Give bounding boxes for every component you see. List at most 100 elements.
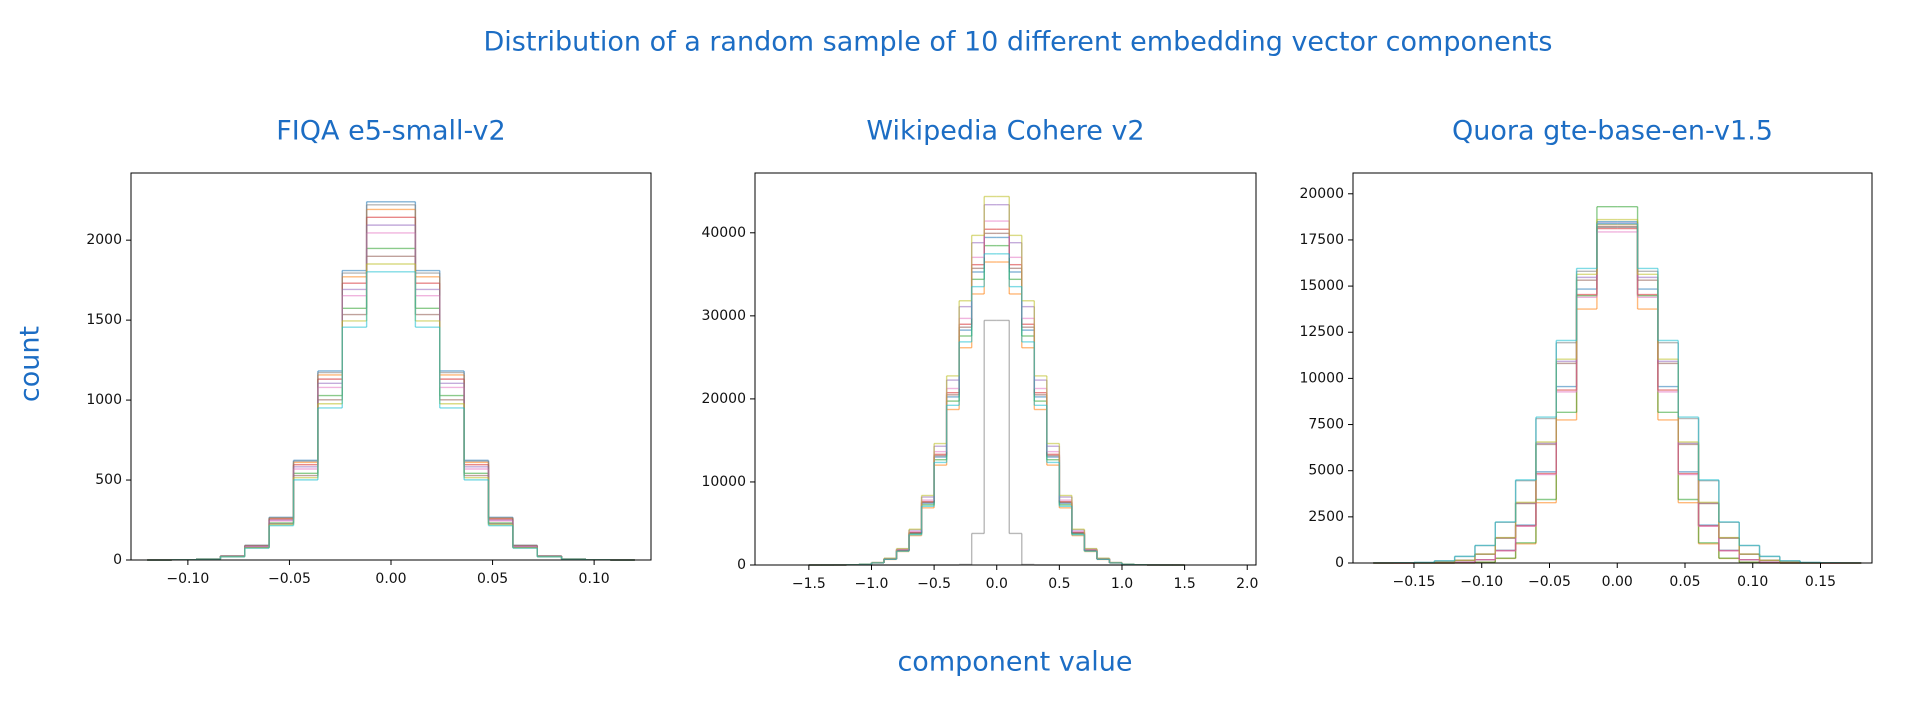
step-connector (170, 204, 612, 560)
x-tick-label: 1.0 (1111, 576, 1133, 592)
panel-title: FIQA e5-small-v2 (276, 116, 505, 147)
x-tick-label: 0.10 (1737, 574, 1768, 590)
step-connector (1372, 223, 1862, 563)
y-tick-label: 0 (1335, 555, 1344, 571)
step-connector (1413, 228, 1822, 563)
y-tick-label: 5000 (1308, 463, 1344, 479)
step-connector (820, 245, 1173, 565)
y-axis-label: count (15, 326, 46, 402)
y-tick-label: 0 (113, 552, 122, 568)
axes-frame (754, 172, 1257, 566)
step-connector (1453, 206, 1781, 563)
x-tick-label: 0.00 (375, 571, 406, 587)
step-connector (170, 201, 612, 560)
histogram-series (147, 201, 635, 561)
step-connector (1413, 231, 1822, 563)
step-connector (820, 221, 1173, 565)
histogram-series (147, 216, 635, 561)
y-tick-label: 10000 (1299, 370, 1344, 386)
y-tick-label: 0 (737, 557, 746, 573)
step-connector (170, 263, 612, 560)
step-connector (1453, 224, 1781, 563)
x-tick-label: −0.10 (1460, 574, 1503, 590)
step-connector (820, 196, 1173, 565)
histogram-series (808, 253, 1185, 566)
histogram-series (1373, 225, 1862, 564)
x-tick-label: 0.10 (579, 571, 610, 587)
histogram-series (147, 255, 635, 561)
histogram-series (808, 244, 1185, 566)
histogram-series (808, 319, 1185, 566)
y-tick-label: 2000 (86, 232, 122, 248)
histogram-series (1373, 218, 1862, 564)
histogram-series (808, 195, 1185, 566)
step-connector (170, 217, 612, 560)
x-tick-label: 2.0 (1236, 576, 1258, 592)
histogram-series-group (808, 195, 1185, 566)
histogram-series (1372, 226, 1862, 564)
x-tick-label: 0.15 (1805, 574, 1836, 590)
y-tick-label: 1500 (86, 312, 122, 328)
y-tick-label: 10000 (701, 474, 746, 490)
step-connector (170, 248, 612, 560)
y-tick-label: 17500 (1299, 232, 1344, 248)
histogram-series (147, 204, 635, 561)
step-connector (1413, 221, 1822, 563)
histogram-series (1373, 231, 1862, 564)
step-connector (820, 204, 1173, 565)
x-tick-label: −1.5 (792, 576, 826, 592)
step-connector (820, 262, 1173, 565)
panel-title: Quora gte-base-en-v1.5 (1452, 116, 1773, 147)
step-connector (170, 256, 612, 560)
panel-title: Wikipedia Cohere v2 (866, 116, 1144, 147)
histogram-series (1373, 223, 1862, 564)
x-tick-label: −0.15 (1393, 574, 1436, 590)
y-tick-label: 12500 (1299, 324, 1344, 340)
step-connector (1392, 223, 1842, 563)
histogram-series (1372, 223, 1862, 564)
figure-title: Distribution of a random sample of 10 di… (484, 27, 1553, 58)
y-tick-label: 20000 (701, 391, 746, 407)
histogram-series (808, 232, 1185, 566)
y-tick-label: 500 (95, 472, 122, 488)
x-tick-label: −0.10 (166, 571, 209, 587)
step-connector (170, 225, 612, 560)
histogram-series (808, 261, 1185, 566)
x-tick-label: 1.5 (1173, 576, 1195, 592)
step-connector (170, 209, 612, 560)
histogram-series (808, 203, 1185, 566)
y-tick-label: 30000 (701, 308, 746, 324)
histogram-series (147, 263, 635, 561)
histogram-series-group (1372, 206, 1862, 564)
step-connector (820, 233, 1173, 565)
step-connector (170, 232, 612, 560)
y-tick-label: 15000 (1299, 278, 1344, 294)
histogram-series (1373, 222, 1862, 564)
x-tick-label: −0.05 (268, 571, 311, 587)
x-tick-label: 0.5 (1048, 576, 1070, 592)
step-connector (820, 237, 1173, 565)
x-tick-label: 0.0 (986, 576, 1008, 592)
step-connector (1392, 226, 1842, 563)
step-connector (170, 271, 612, 560)
histogram-series (1373, 227, 1862, 564)
histogram-series (808, 228, 1185, 566)
y-tick-label: 2500 (1308, 509, 1344, 525)
y-tick-label: 20000 (1299, 186, 1344, 202)
y-tick-label: 7500 (1308, 417, 1344, 433)
step-connector (820, 253, 1173, 565)
x-tick-label: 0.05 (1669, 574, 1700, 590)
step-connector (820, 229, 1173, 565)
histogram-series (1373, 221, 1862, 564)
x-tick-label: 0.00 (1602, 574, 1633, 590)
x-tick-label: −1.0 (854, 576, 888, 592)
histogram-series (147, 224, 635, 561)
histogram-series (808, 236, 1185, 566)
step-connector (1392, 219, 1842, 563)
histogram-series (147, 232, 635, 561)
x-tick-label: 0.05 (477, 571, 508, 587)
axes-frame (1352, 172, 1873, 564)
histogram-series (147, 247, 635, 561)
histogram-series (147, 271, 635, 561)
